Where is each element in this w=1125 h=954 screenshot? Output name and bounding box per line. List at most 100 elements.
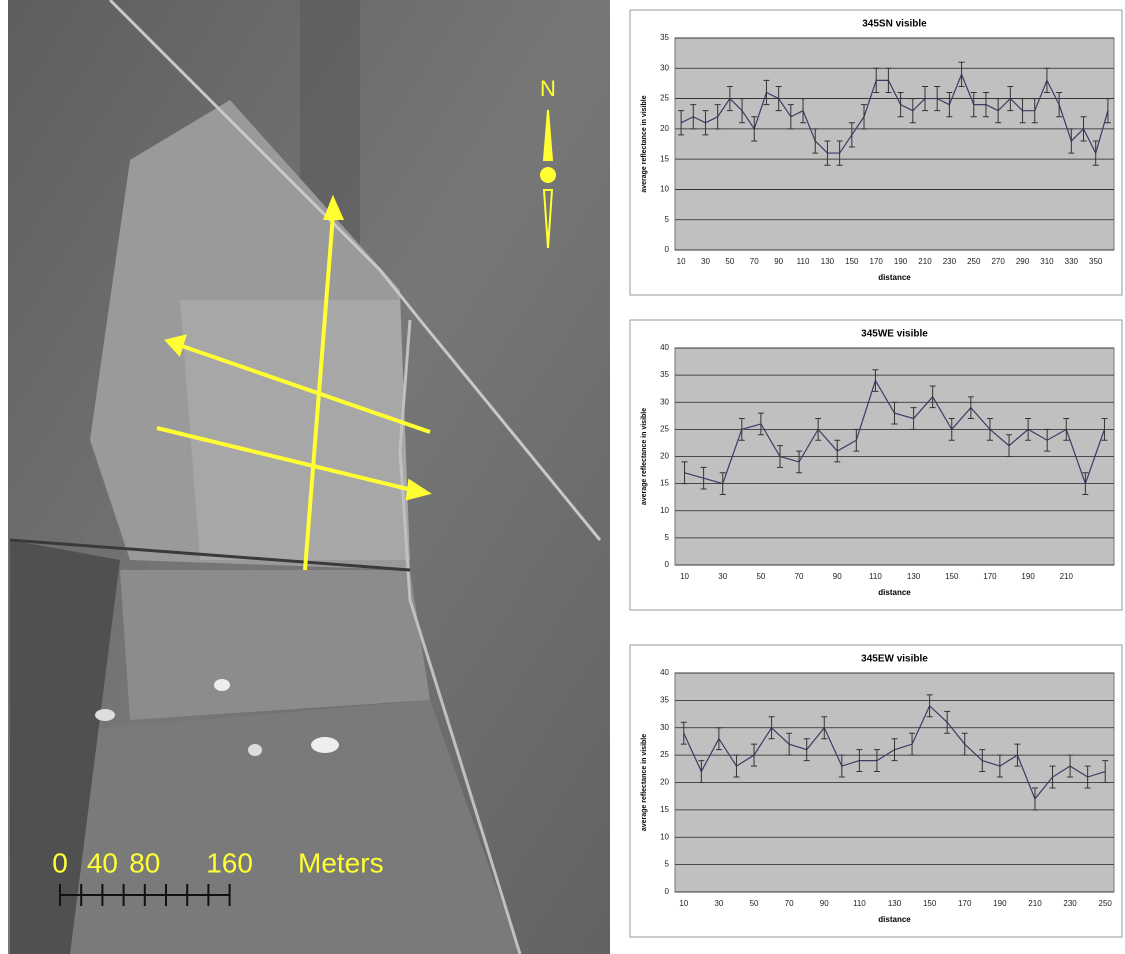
- error-bar: [715, 727, 722, 751]
- error-bar: [1007, 85, 1014, 112]
- error-bar: [1049, 765, 1056, 789]
- error-bar: [719, 472, 726, 495]
- x-tick-label: 110: [853, 899, 866, 908]
- error-bar: [702, 110, 709, 136]
- y-tick-label: 0: [665, 887, 670, 896]
- x-tick-label: 50: [756, 572, 765, 581]
- error-bar: [812, 128, 819, 154]
- y-tick-label: 25: [660, 94, 669, 103]
- error-bar: [921, 85, 928, 112]
- error-bar: [995, 98, 1002, 124]
- error-bar: [838, 754, 845, 778]
- x-tick-label: 290: [1016, 257, 1030, 266]
- y-tick-label: 5: [665, 860, 670, 869]
- error-bar: [733, 754, 740, 778]
- x-tick-label: 10: [680, 572, 689, 581]
- error-bar: [967, 396, 974, 420]
- error-bar: [1104, 98, 1111, 124]
- y-tick-label: 25: [660, 750, 669, 759]
- error-bar: [787, 104, 794, 130]
- y-tick-label: 35: [660, 370, 669, 379]
- y-tick-label: 20: [660, 778, 669, 787]
- error-bar: [1019, 98, 1026, 124]
- x-tick-label: 10: [677, 257, 686, 266]
- error-bar: [776, 445, 783, 468]
- error-bar: [979, 749, 986, 773]
- scale-unit: Meters: [298, 847, 384, 878]
- x-tick-label: 130: [907, 572, 921, 581]
- x-tick-label: 70: [795, 572, 804, 581]
- error-bar: [861, 104, 868, 130]
- error-bar: [681, 461, 688, 485]
- error-bar: [815, 418, 822, 441]
- error-bar: [873, 749, 880, 773]
- x-tick-label: 230: [943, 257, 957, 266]
- error-bar: [739, 98, 746, 124]
- error-bar: [751, 116, 758, 142]
- y-tick-label: 30: [660, 397, 669, 406]
- error-bar: [926, 694, 933, 718]
- error-bar: [1056, 92, 1063, 118]
- error-bar: [982, 92, 989, 118]
- error-bar: [856, 749, 863, 773]
- x-tick-label: 110: [869, 572, 882, 581]
- error-bar: [680, 721, 687, 745]
- y-axis-title: average reflectance in visible: [641, 734, 648, 831]
- error-bar: [909, 98, 916, 124]
- scale-label: 160: [206, 847, 253, 878]
- x-tick-label: 70: [785, 899, 794, 908]
- chart-title: 345SN visible: [862, 19, 927, 30]
- y-tick-label: 10: [660, 832, 669, 841]
- transect-arrows: [156, 109, 556, 571]
- y-tick-label: 15: [660, 154, 669, 163]
- error-bar: [929, 385, 936, 409]
- error-bar: [775, 85, 782, 112]
- error-bar: [738, 418, 745, 441]
- error-bar: [751, 743, 758, 767]
- y-tick-label: 15: [660, 805, 669, 814]
- error-bar: [848, 122, 855, 148]
- chart-title: 345WE visible: [861, 329, 928, 340]
- error-bar: [1067, 754, 1074, 778]
- north-label: N: [540, 76, 556, 101]
- x-tick-label: 30: [701, 257, 710, 266]
- x-tick-label: 230: [1063, 899, 1077, 908]
- error-bar: [910, 407, 917, 430]
- error-bar: [1082, 472, 1089, 495]
- x-tick-label: 250: [1099, 899, 1113, 908]
- error-bar: [909, 732, 916, 756]
- y-tick-label: 0: [665, 560, 670, 569]
- error-bar: [796, 450, 803, 474]
- chart: 345WE visible distance average reflectance…: [629, 319, 1123, 611]
- error-bar: [891, 738, 898, 762]
- error-bar: [1080, 116, 1087, 142]
- x-tick-label: 10: [679, 899, 688, 908]
- error-bar: [948, 418, 955, 441]
- error-bar: [944, 710, 951, 734]
- x-tick-label: 210: [1028, 899, 1042, 908]
- error-bar: [824, 140, 831, 166]
- scale-label: 80: [129, 847, 160, 878]
- y-axis-title: average reflectance in visible: [641, 408, 648, 505]
- y-tick-label: 10: [660, 506, 669, 515]
- x-tick-label: 250: [967, 257, 981, 266]
- error-bar: [885, 67, 892, 94]
- error-bar: [1101, 418, 1108, 441]
- error-bar: [970, 92, 977, 118]
- y-tick-label: 35: [660, 695, 669, 704]
- x-tick-label: 50: [750, 899, 759, 908]
- x-tick-label: 270: [991, 257, 1005, 266]
- plot-area: [674, 37, 1115, 251]
- chart: 345EW visible distance average reflectance…: [629, 644, 1123, 938]
- error-bar: [934, 85, 941, 112]
- error-bar: [946, 92, 953, 118]
- error-bar: [1102, 760, 1109, 783]
- error-bar: [763, 79, 770, 106]
- x-tick-label: 210: [1060, 572, 1074, 581]
- y-tick-label: 25: [660, 424, 669, 433]
- aerial-image: [8, 0, 610, 954]
- error-bar: [678, 110, 685, 136]
- x-tick-label: 130: [821, 257, 835, 266]
- y-axis-title: average reflectance in visible: [641, 95, 648, 192]
